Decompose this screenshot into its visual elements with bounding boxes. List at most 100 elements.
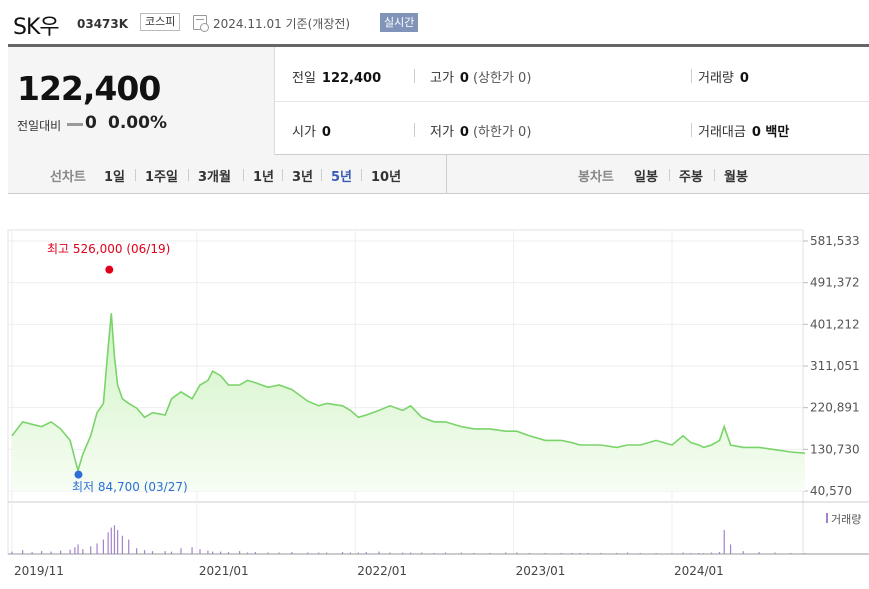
row-divider: [275, 101, 869, 102]
volume-bar: [410, 552, 412, 554]
volume-bar: [489, 553, 491, 554]
change-label: 전일대비: [17, 119, 62, 133]
volume-bar: [60, 550, 62, 554]
volume-bar: [291, 552, 293, 554]
volume-bar: [77, 544, 79, 554]
volume-bar: [117, 530, 119, 554]
stock-name: SK우: [13, 15, 60, 40]
volume-bar: [191, 547, 193, 554]
prev-close: 전일 122,400: [292, 71, 382, 86]
volume-bar: [307, 552, 309, 554]
volume-bar: [180, 548, 182, 554]
volume-bar: [378, 551, 380, 554]
y-tick-label: 130,730: [810, 442, 860, 456]
tab-weekly-candle[interactable]: 주봉: [679, 170, 703, 185]
volume-bar: [718, 552, 721, 554]
volume-bar: [460, 552, 462, 554]
tab-5y[interactable]: 5년: [331, 170, 353, 185]
volume-bar: [505, 552, 507, 554]
volume-bar: [389, 552, 391, 554]
volume-bar: [774, 552, 776, 554]
open-price: 시가 0: [292, 125, 331, 140]
price-area: [12, 313, 805, 491]
volume-bar: [723, 530, 725, 554]
tab-10y[interactable]: 10년: [371, 170, 402, 185]
stock-header: SK우 03473K 코스피 2024.11.01 기준(개장전) 실시간: [0, 0, 869, 44]
y-tick-label: 40,570: [810, 484, 852, 498]
volume-bar: [365, 552, 367, 554]
volume-bar: [690, 553, 692, 554]
volume-bar: [758, 552, 760, 554]
day-low: 저가 0 (하한가 0): [430, 125, 532, 140]
tab-1d[interactable]: 1일: [104, 170, 126, 185]
y-tick-label: 220,891: [810, 401, 860, 415]
volume-bar: [90, 546, 92, 554]
min-price-label: 최저 84,700 (03/27): [72, 480, 188, 494]
volume-bar: [615, 553, 618, 554]
candle-chart-label: 봉차트: [578, 170, 614, 185]
volume-bar: [682, 552, 684, 554]
y-tick-label: 491,372: [810, 276, 860, 290]
line-chart-label: 선차트: [50, 170, 86, 185]
volume-bar: [560, 553, 562, 554]
x-tick-label: 2021/01: [199, 564, 249, 578]
tab-daily-candle[interactable]: 일봉: [634, 170, 658, 185]
volume-bar: [219, 551, 222, 554]
volume-bar: [254, 552, 257, 554]
plot-frame: [7, 229, 804, 555]
tab-1w[interactable]: 1주일: [145, 170, 178, 185]
current-price: 122,400: [17, 69, 161, 108]
volume-bar: [627, 552, 629, 554]
volume-bar: [326, 552, 328, 554]
volume-bar: [107, 532, 109, 554]
volume-bar: [246, 552, 249, 554]
volume-bar: [227, 552, 230, 554]
volume-bar: [238, 551, 241, 554]
volume-bar: [82, 549, 84, 554]
volume-bar: [600, 553, 602, 554]
y-tick-label: 311,051: [810, 359, 860, 373]
volume-bar: [278, 552, 280, 554]
tab-monthly-candle[interactable]: 월봉: [724, 170, 748, 185]
volume-bar: [11, 551, 13, 554]
market-badge: 코스피: [140, 13, 181, 31]
volume-bar: [357, 552, 359, 554]
volume-bar: [143, 550, 146, 554]
volume-bar: [528, 553, 531, 554]
volume-bar: [544, 553, 546, 554]
volume-bar: [151, 551, 154, 554]
volume-bar: [212, 551, 214, 554]
volume-bar: [170, 551, 173, 554]
day-high: 고가 0 (상한가 0): [430, 71, 532, 86]
volume-bar: [639, 553, 641, 554]
volume-bar: [50, 551, 52, 554]
header-divider: [8, 44, 869, 47]
price-line: [11, 313, 806, 474]
max-price-label: 최고 526,000 (06/19): [47, 242, 170, 256]
realtime-button[interactable]: 실시간: [380, 13, 419, 32]
volume-bar: [110, 527, 112, 554]
volume-bar: [341, 552, 344, 554]
trade-amount: 거래대금 0 백만: [698, 125, 790, 140]
volume-bar: [22, 550, 24, 554]
volume-bar: [671, 553, 673, 554]
volume: 거래량 0: [698, 71, 749, 86]
x-tick-label: 2024/01: [674, 564, 724, 578]
tab-1y[interactable]: 1년: [253, 170, 275, 185]
volume-bar: [69, 549, 71, 554]
stock-code: 03473K: [77, 17, 129, 31]
unchanged-icon: [67, 123, 83, 126]
max-price-point: [105, 265, 114, 274]
volume-bar: [742, 551, 744, 554]
price-chart[interactable]: 581,533 491,372 401,212 311,051 220,891 130,7…: [0, 194, 869, 589]
change-percent: 0.00%: [108, 113, 167, 133]
tab-3y[interactable]: 3년: [292, 170, 314, 185]
volume-bar: [102, 539, 104, 554]
min-price-point: [74, 470, 83, 479]
tab-3m[interactable]: 3개월: [198, 170, 231, 185]
volume-legend-swatch: [826, 513, 828, 523]
volume-bar: [444, 552, 447, 554]
calendar-clock-icon: [193, 15, 209, 32]
base-date: 2024.11.01 기준(개장전): [213, 17, 351, 31]
volume-bar: [579, 553, 581, 554]
